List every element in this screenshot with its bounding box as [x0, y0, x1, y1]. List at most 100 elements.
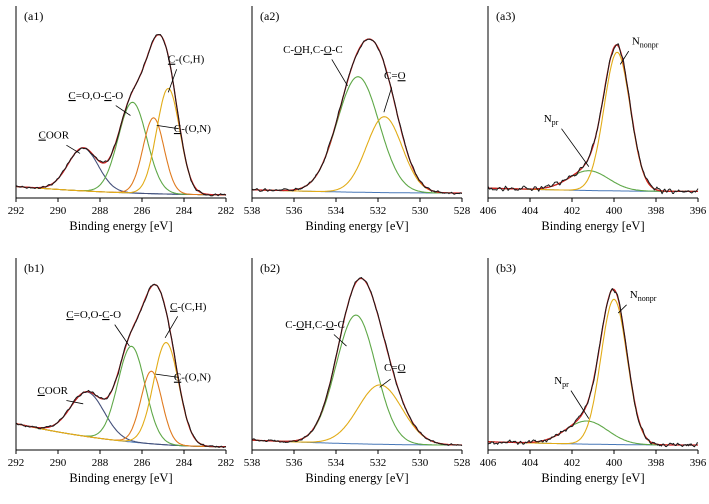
- peak-annotation-0: C=O,O-C-O: [66, 309, 121, 321]
- x-tick-label: 290: [50, 205, 67, 217]
- x-tick-label: 536: [286, 205, 303, 217]
- panel-label: (a2): [260, 9, 279, 23]
- annotation-leader-line: [379, 378, 391, 388]
- x-axis-title: Binding energy [eV]: [69, 471, 172, 485]
- panel-b1: 292 290 288 286 284 282 Binding energy [eV] (b1…: [0, 252, 236, 504]
- component-curve-1: [251, 116, 462, 194]
- x-tick-label: 290: [50, 457, 67, 469]
- peak-annotation-0: Nnonpr: [632, 36, 659, 50]
- x-tick-label: 406: [480, 205, 497, 217]
- x-tick-label: 530: [412, 205, 429, 217]
- peak-annotation-1: Npr: [554, 375, 569, 389]
- peak-annotation-0: COOR: [39, 130, 70, 142]
- component-curve-0: [487, 420, 698, 446]
- panel-a2: 538 536 534 532 530 528 Binding energy [eV] (a2…: [236, 0, 472, 252]
- panel-label: (b1): [24, 261, 44, 275]
- component-curve-0: [252, 314, 462, 446]
- x-tick-label: 534: [328, 457, 345, 469]
- annotation-leader-line: [333, 334, 347, 347]
- x-tick-label: 282: [218, 457, 235, 469]
- x-tick-label: 284: [176, 205, 193, 217]
- panel-label: (a3): [496, 9, 515, 23]
- spectrum-a1-plot: 292 290 288 286 284 282 Binding energy [eV] (a1…: [8, 6, 235, 233]
- x-tick-label: 402: [564, 457, 581, 469]
- panel-a3: 406 404 402 400 398 396 Binding energy [eV] (a3…: [472, 0, 708, 252]
- spectrum-b3-plot: 406 404 402 400 398 396 Binding energy [eV] (b3…: [480, 258, 707, 485]
- panel-label: (b2): [260, 261, 280, 275]
- x-tick-label: 402: [564, 205, 581, 217]
- x-tick-label: 406: [480, 457, 497, 469]
- component-curve-1: [488, 51, 698, 192]
- annotation-leader-line: [155, 373, 179, 378]
- x-axis-title: Binding energy [eV]: [541, 219, 644, 233]
- annotation-leader-line: [619, 50, 630, 65]
- peak-annotation-2: C-(C,H): [168, 54, 205, 66]
- annotation-leader-line: [114, 324, 130, 347]
- x-tick-label: 532: [370, 205, 387, 217]
- x-tick-label: 292: [8, 457, 25, 469]
- peak-annotation-1: C=O: [384, 70, 406, 82]
- axis-frame: [15, 6, 226, 199]
- x-tick-label: 398: [648, 457, 665, 469]
- x-tick-label: 292: [8, 205, 25, 217]
- component-curve-1: [252, 384, 462, 446]
- panel-b3: 406 404 402 400 398 396 Binding energy [eV] (b3…: [472, 252, 708, 504]
- annotation-leader-line: [617, 304, 627, 314]
- x-tick-label: 530: [412, 457, 429, 469]
- x-tick-label: 286: [134, 457, 151, 469]
- x-tick-label: 532: [370, 457, 387, 469]
- panel-label: (a1): [24, 9, 43, 23]
- envelope-curve: [251, 38, 462, 194]
- x-tick-label: 396: [690, 205, 707, 217]
- peak-annotation-3: C-(O,N): [174, 372, 211, 384]
- peak-annotation-2: COOR: [37, 385, 68, 397]
- envelope-curve: [252, 277, 462, 446]
- peak-annotation-3: C-(O,N): [174, 123, 211, 135]
- component-curve-1: [15, 101, 226, 196]
- peak-annotation-0: C-OH,C-O-C: [285, 319, 345, 331]
- experimental-curve: [251, 277, 463, 447]
- x-tick-label: 404: [522, 457, 539, 469]
- x-tick-label: 536: [286, 457, 303, 469]
- axis-frame: [487, 258, 698, 451]
- experimental-curve: [15, 283, 227, 449]
- annotation-leader-line: [383, 87, 393, 113]
- x-tick-label: 398: [648, 205, 665, 217]
- x-tick-label: 400: [606, 205, 623, 217]
- x-axis-title: Binding energy [eV]: [305, 219, 408, 233]
- axis-frame: [487, 6, 698, 199]
- x-tick-label: 282: [218, 205, 235, 217]
- x-tick-label: 286: [134, 205, 151, 217]
- peak-annotation-0: Nnonpr: [630, 289, 657, 303]
- panel-b2: 538 536 534 532 530 528 Binding energy [eV] (b2…: [236, 252, 472, 504]
- component-curve-1: [488, 298, 698, 446]
- panel-a1: 292 290 288 286 284 282 Binding energy [eV] (a1…: [0, 0, 236, 252]
- x-tick-label: 534: [328, 205, 345, 217]
- peak-annotation-1: C-(C,H): [170, 301, 207, 313]
- x-tick-label: 288: [92, 205, 109, 217]
- annotation-leader-line: [167, 69, 178, 93]
- annotation-leader-line: [156, 125, 179, 130]
- peak-annotation-1: C=O,O-C-O: [68, 90, 123, 102]
- x-tick-label: 396: [690, 457, 707, 469]
- spectrum-a3-plot: 406 404 402 400 398 396 Binding energy [eV] (a3…: [480, 6, 707, 233]
- peak-annotation-1: Npr: [544, 113, 559, 127]
- experimental-curve: [487, 288, 699, 448]
- experimental-curve: [15, 34, 227, 197]
- experimental-curve: [487, 43, 699, 195]
- panel-label: (b3): [496, 261, 516, 275]
- axis-frame: [15, 258, 226, 451]
- x-tick-label: 284: [176, 457, 193, 469]
- peak-annotation-0: C-OH,C-O-C: [283, 44, 343, 56]
- annotation-leader-line: [66, 144, 81, 154]
- annotation-leader-line: [115, 105, 131, 116]
- peak-annotation-1: C=O: [384, 362, 406, 374]
- component-curve-0: [251, 76, 462, 194]
- axis-frame: [251, 258, 462, 451]
- experimental-curve: [251, 38, 463, 195]
- x-axis-title: Binding energy [eV]: [305, 471, 408, 485]
- spectrum-a2-plot: 538 536 534 532 530 528 Binding energy [eV] (a2…: [244, 6, 471, 233]
- spectrum-b1-plot: 292 290 288 286 284 282 Binding energy [eV] (b1…: [8, 258, 235, 485]
- spectrum-b2-plot: 538 536 534 532 530 528 Binding energy [eV] (b2…: [244, 258, 471, 485]
